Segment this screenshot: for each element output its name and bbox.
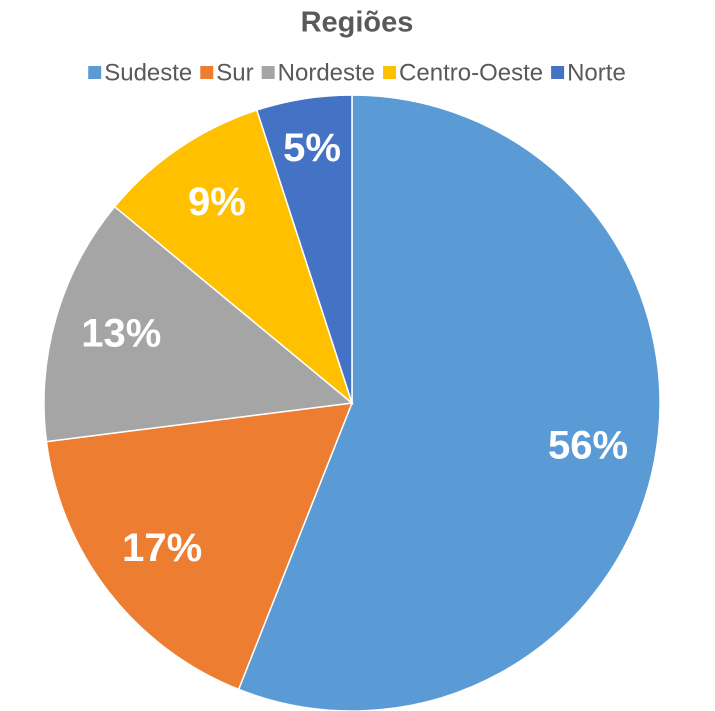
legend-swatch bbox=[88, 66, 102, 79]
legend-swatch bbox=[551, 66, 565, 79]
legend-label: Norte bbox=[567, 59, 626, 86]
pie-slice bbox=[43, 205, 354, 443]
legend-swatch bbox=[261, 66, 275, 79]
legend-label: Centro-Oeste bbox=[399, 59, 543, 86]
pie-slice bbox=[237, 94, 661, 711]
legend-label: Nordeste bbox=[278, 59, 375, 86]
data-label: 9% bbox=[188, 180, 246, 224]
legend-label: Sudeste bbox=[104, 59, 192, 86]
data-label: 13% bbox=[81, 312, 161, 356]
pie-slice bbox=[255, 94, 353, 404]
data-label: 56% bbox=[548, 424, 628, 468]
chart-title: Regiões bbox=[301, 7, 414, 39]
legend-label: Sur bbox=[216, 59, 253, 86]
pie-slice bbox=[113, 109, 354, 406]
legend-swatch bbox=[200, 66, 214, 79]
data-label: 17% bbox=[122, 526, 202, 570]
pie-slice bbox=[45, 402, 354, 691]
legend-swatch bbox=[383, 66, 397, 79]
legend: Sudeste Sur Nordeste Centro-Oeste Norte bbox=[88, 59, 626, 86]
data-label: 5% bbox=[283, 126, 341, 170]
